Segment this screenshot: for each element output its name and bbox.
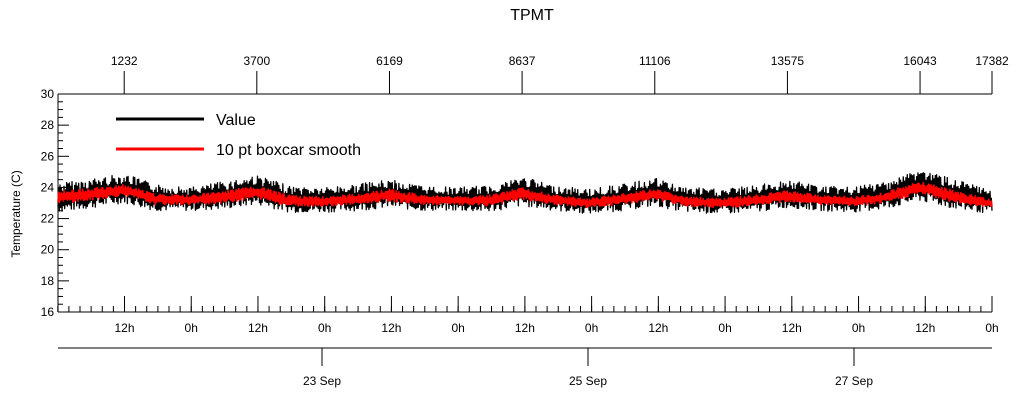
plot-series bbox=[57, 172, 993, 214]
y-tick-label: 16 bbox=[41, 305, 55, 319]
hour-tick-label: 0h bbox=[985, 321, 998, 335]
y-tick-label: 20 bbox=[41, 243, 55, 257]
y-axis-label: Temperature (C) bbox=[9, 170, 23, 257]
bottom-axis: 12h 0h 12h 0h 12h 0h 12h 0h 12h 0h 12h 0h 12h 0h bbox=[57, 296, 999, 335]
legend: Value 10 pt boxcar smooth bbox=[116, 112, 361, 159]
y-tick-label: 26 bbox=[41, 149, 55, 163]
legend-label-smooth: 10 pt boxcar smooth bbox=[216, 142, 361, 159]
top-tick-label: 11106 bbox=[639, 54, 671, 68]
top-tick-label: 17382 bbox=[975, 54, 1009, 68]
y-axis: 16 18 20 22 24 26 28 30 bbox=[41, 87, 69, 319]
legend-label-value: Value bbox=[216, 112, 256, 129]
hour-tick-label: 0h bbox=[185, 321, 198, 335]
hour-tick-label: 12h bbox=[915, 321, 935, 335]
date-tick-label: 23 Sep bbox=[303, 374, 341, 388]
hour-tick-label: 12h bbox=[248, 321, 268, 335]
date-tick-label: 25 Sep bbox=[569, 374, 607, 388]
y-tick-label: 28 bbox=[41, 118, 55, 132]
y-tick-label: 22 bbox=[41, 212, 55, 226]
hour-tick-label: 12h bbox=[515, 321, 535, 335]
hour-tick-label: 0h bbox=[718, 321, 731, 335]
top-tick-label: 1232 bbox=[111, 54, 138, 68]
chart-title: TPMT bbox=[510, 7, 554, 24]
hour-tick-label: 12h bbox=[381, 321, 401, 335]
top-axis: 1232 3700 6169 8637 11106 13575 16043 17382 bbox=[58, 54, 1009, 95]
hour-tick-label: 0h bbox=[852, 321, 865, 335]
hour-tick-label: 12h bbox=[114, 321, 134, 335]
series-smooth-line bbox=[57, 181, 993, 209]
hour-tick-label: 12h bbox=[648, 321, 668, 335]
top-tick-label: 8637 bbox=[509, 54, 536, 68]
top-tick-label: 3700 bbox=[243, 54, 270, 68]
hour-tick-label: 0h bbox=[585, 321, 598, 335]
hour-tick-label: 0h bbox=[451, 321, 464, 335]
y-tick-label: 24 bbox=[41, 180, 55, 194]
top-tick-label: 6169 bbox=[376, 54, 403, 68]
top-tick-label: 13575 bbox=[771, 54, 805, 68]
y-tick-label: 30 bbox=[41, 87, 55, 101]
date-axis: 23 Sep 25 Sep 27 Sep bbox=[58, 347, 992, 388]
hour-tick-label: 12h bbox=[782, 321, 802, 335]
hour-tick-label: 0h bbox=[318, 321, 331, 335]
y-tick-label: 18 bbox=[41, 274, 55, 288]
top-tick-label: 16043 bbox=[903, 54, 937, 68]
date-tick-label: 27 Sep bbox=[835, 374, 873, 388]
